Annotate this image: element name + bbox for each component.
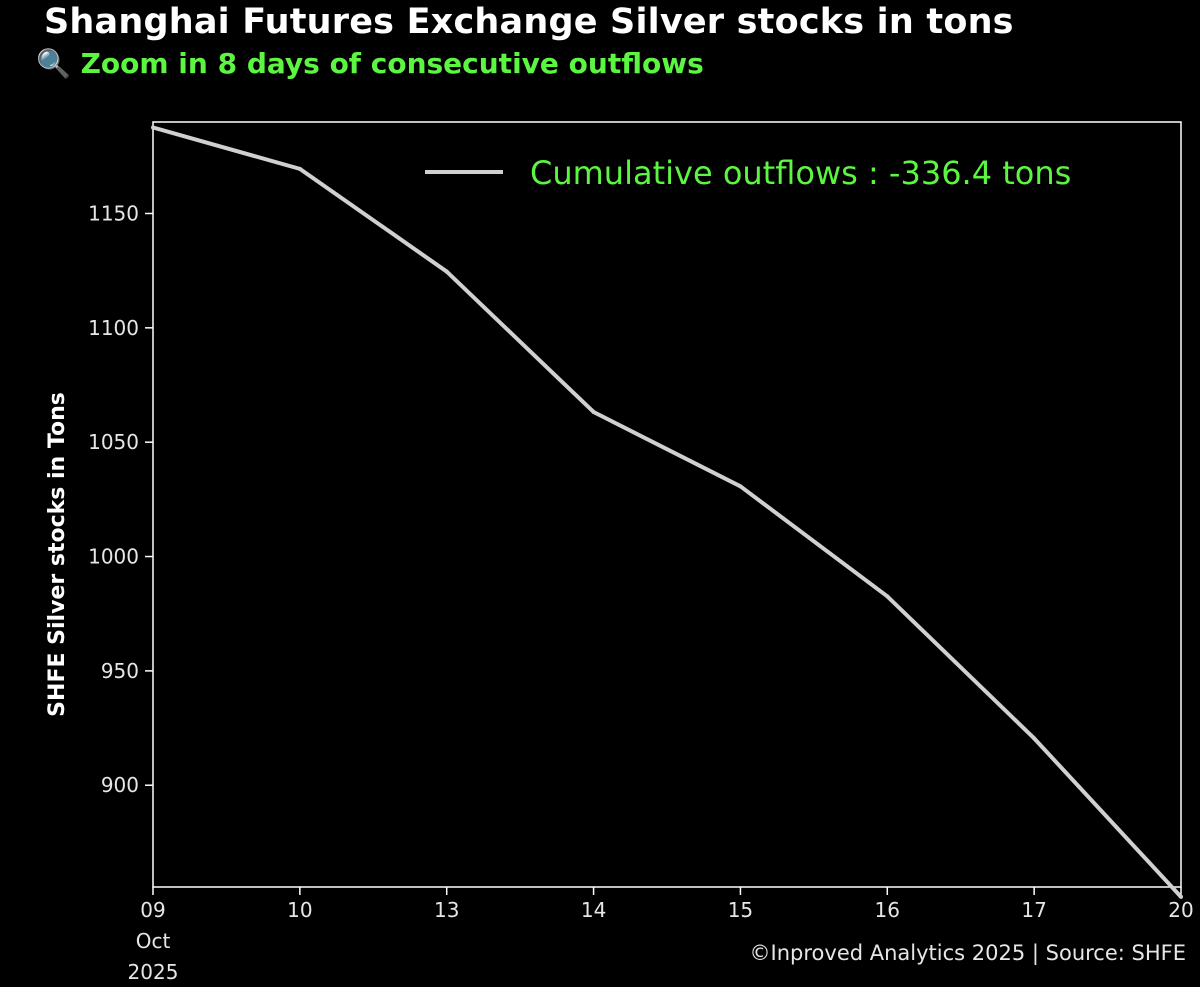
data-point <box>738 484 743 489</box>
y-tick-label: 1000 <box>88 545 139 569</box>
data-point <box>1179 894 1183 899</box>
data-point <box>444 269 449 274</box>
x-tick-label: 10 <box>287 898 312 922</box>
y-axis-label-group: SHFE Silver stocks in Tons <box>45 392 70 717</box>
x-tick-label: 15 <box>728 898 753 922</box>
footer-credit: ©Inproved Analytics 2025 | Source: SHFE <box>749 941 1186 965</box>
x-tick-label: 20 <box>1168 898 1193 922</box>
y-axis-label: SHFE Silver stocks in Tons <box>45 392 70 717</box>
axes-layer: 900 950 1000 1050 1100 1150 09 Oct 2025 10 13 14 15 1… <box>88 121 1194 984</box>
data-point <box>297 166 302 171</box>
y-tick-label: 900 <box>101 773 139 797</box>
x-tick-label: 17 <box>1021 898 1046 922</box>
y-tick-label: 1150 <box>88 201 139 225</box>
chart-title: Shanghai Futures Exchange Silver stocks … <box>44 2 1014 42</box>
chart-subtitle: 🔍 Zoom in 8 days of consecutive outflows <box>36 47 704 80</box>
data-point <box>885 594 890 599</box>
y-tick-label: 1100 <box>88 316 139 340</box>
legend: Cumulative outflows : -336.4 tons <box>425 154 1071 192</box>
y-tick-label: 1050 <box>88 430 139 454</box>
x-tick-label: 14 <box>581 898 606 922</box>
x-tick-label: 09 Oct 2025 <box>128 898 179 984</box>
x-tick-label: 16 <box>875 898 900 922</box>
legend-label: Cumulative outflows : -336.4 tons <box>530 154 1071 192</box>
data-point <box>151 125 155 130</box>
data-point <box>1032 736 1037 741</box>
y-tick-label: 950 <box>101 659 139 683</box>
plot-frame <box>152 121 1182 888</box>
series-layer <box>151 125 1183 899</box>
x-tick-label: 13 <box>434 898 459 922</box>
series-line <box>152 125 1183 899</box>
data-point <box>591 409 596 414</box>
